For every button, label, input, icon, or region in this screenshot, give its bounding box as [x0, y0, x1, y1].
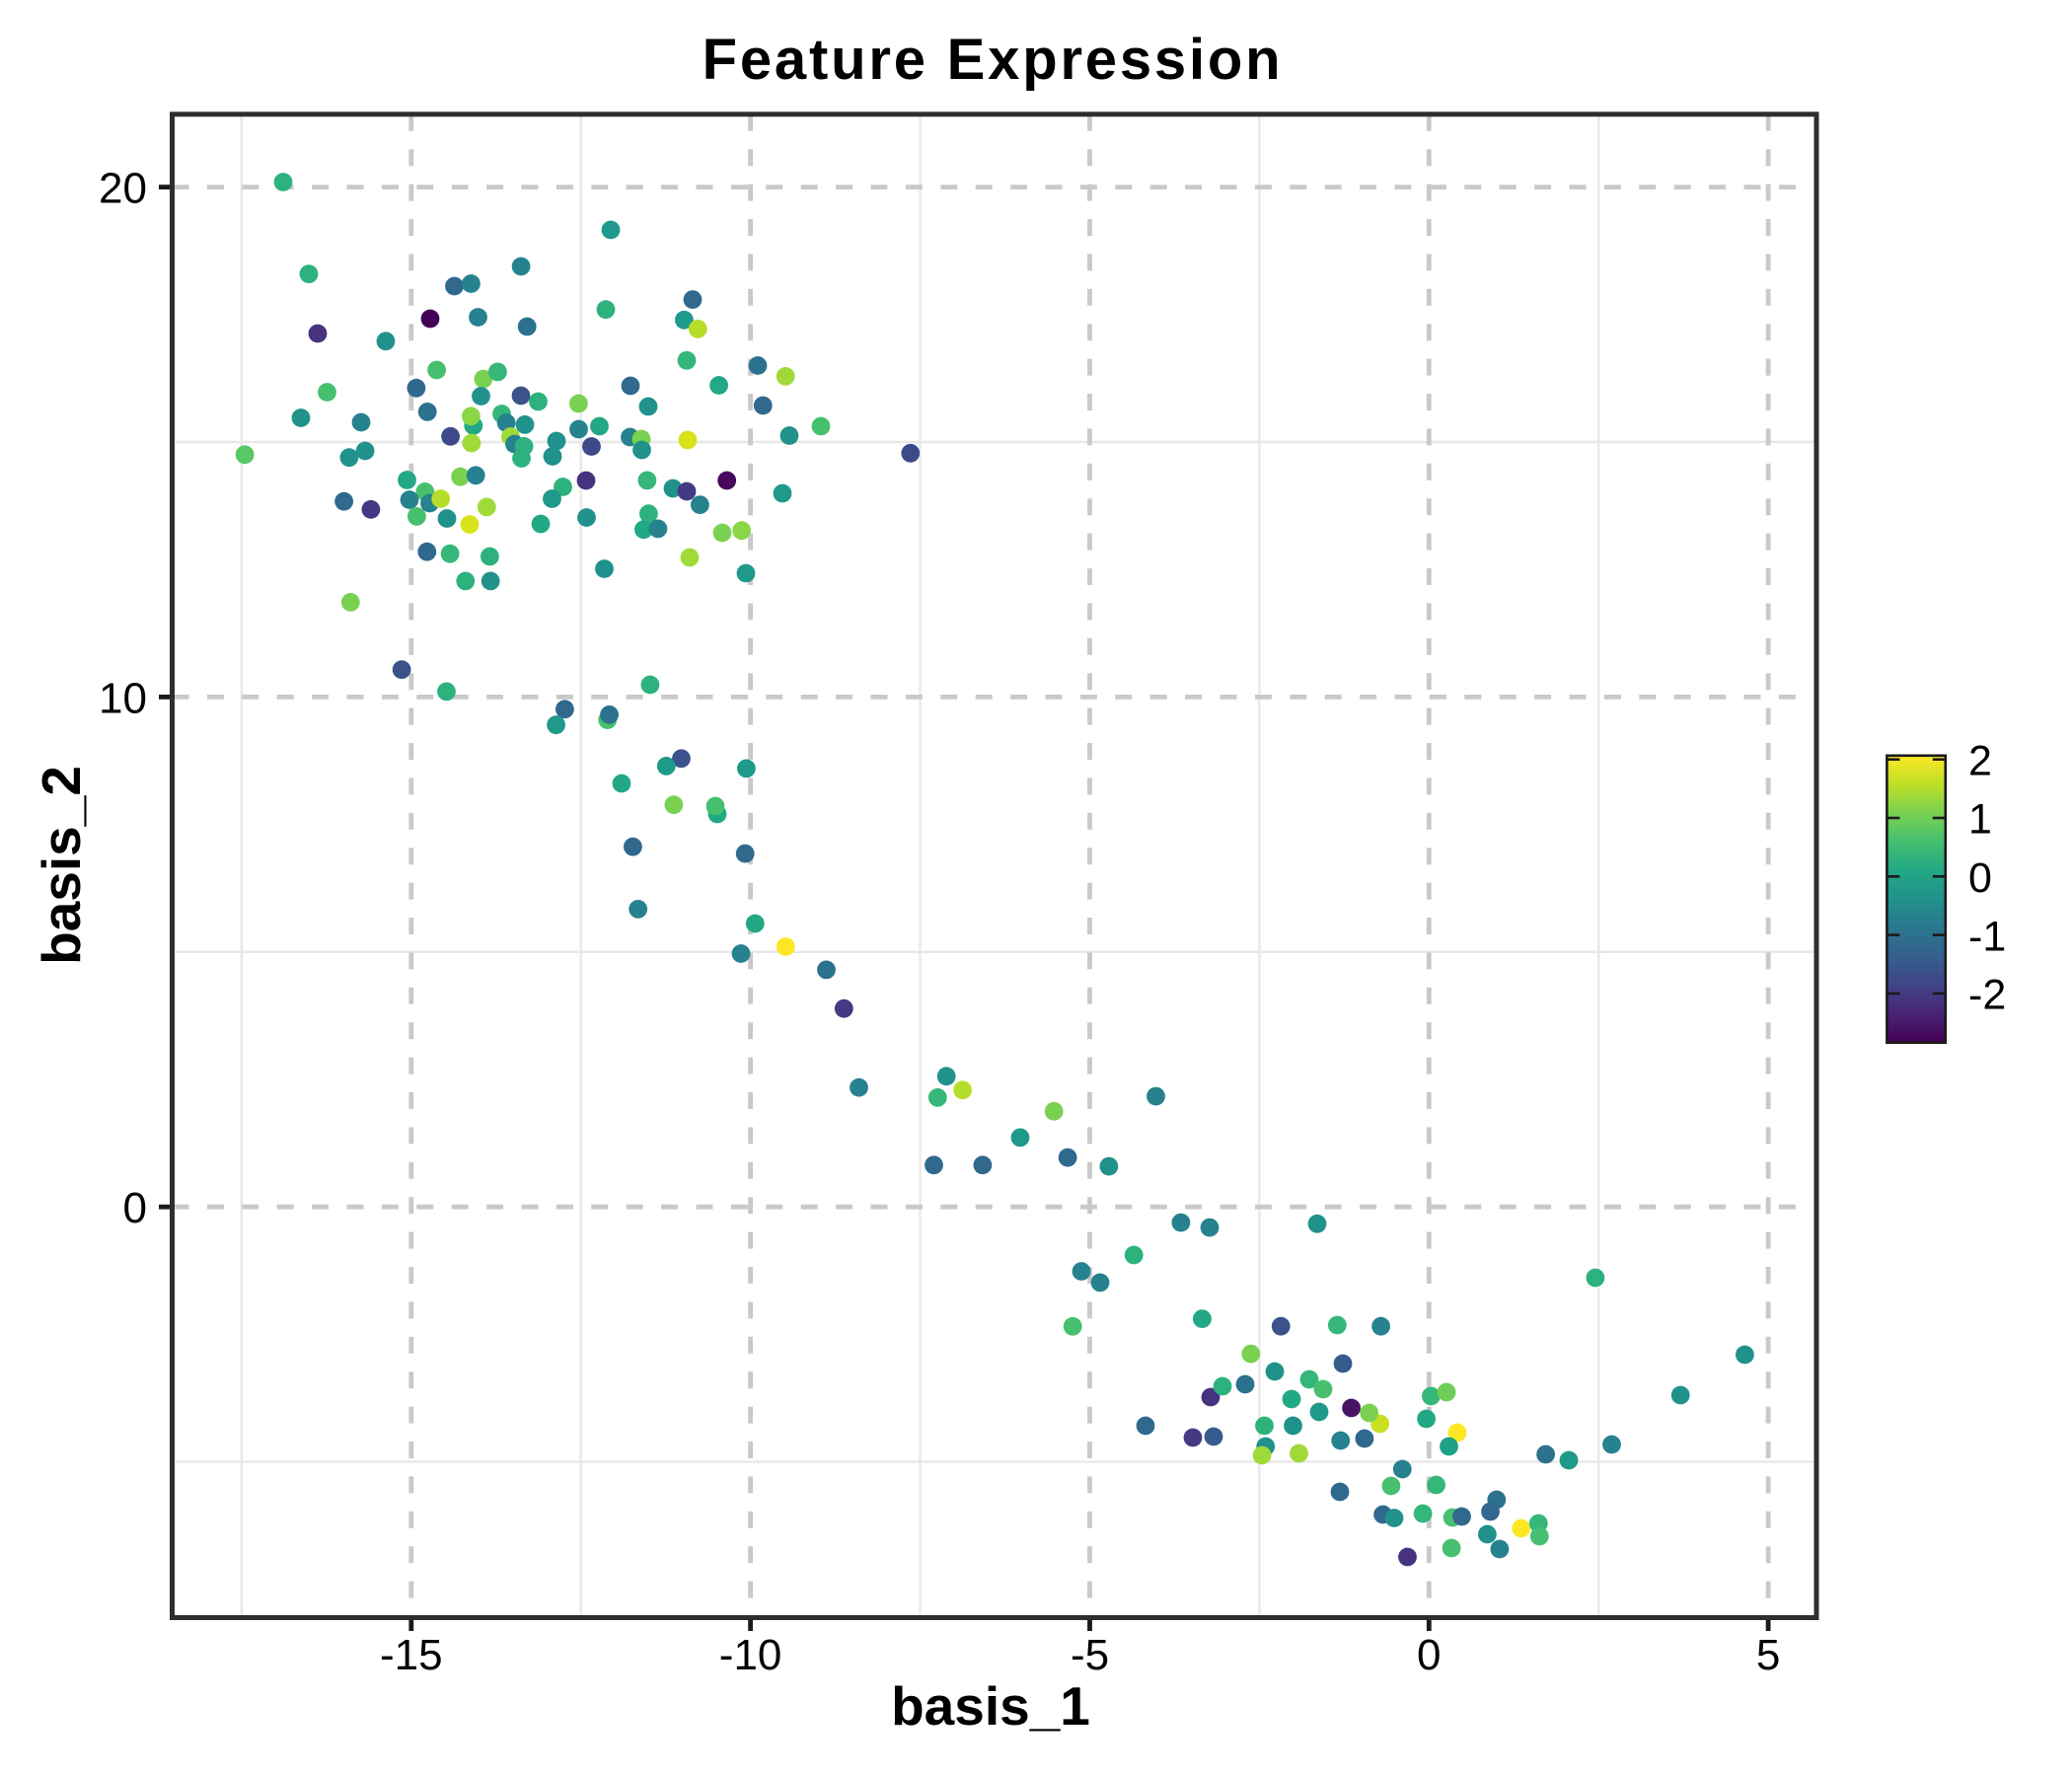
svg-text:1: 1 — [1968, 796, 1992, 844]
svg-text:5: 5 — [1756, 1631, 1780, 1679]
svg-text:-15: -15 — [380, 1631, 443, 1679]
svg-text:basis_2: basis_2 — [31, 766, 92, 965]
svg-text:10: 10 — [99, 674, 147, 722]
svg-text:0: 0 — [123, 1184, 147, 1232]
svg-text:-5: -5 — [1071, 1631, 1109, 1679]
svg-text:-1: -1 — [1968, 913, 2006, 960]
svg-text:basis_1: basis_1 — [891, 1675, 1090, 1737]
svg-text:Feature Expression: Feature Expression — [703, 28, 1284, 92]
svg-text:-10: -10 — [719, 1631, 782, 1679]
svg-text:0: 0 — [1417, 1631, 1441, 1679]
svg-text:-2: -2 — [1968, 972, 2006, 1019]
svg-text:20: 20 — [99, 165, 147, 213]
svg-text:0: 0 — [1968, 854, 1992, 902]
svg-text:2: 2 — [1968, 737, 1992, 784]
